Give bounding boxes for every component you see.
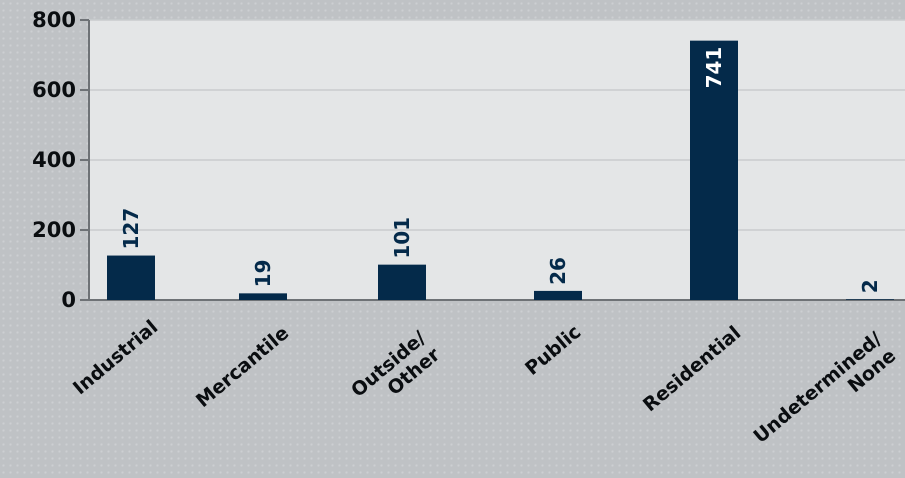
x-tick-label: Outside/Other <box>347 327 445 419</box>
y-tick-label: 0 <box>61 288 76 312</box>
data-labels: 127 19 101 26 741 2 <box>119 47 882 294</box>
bars <box>107 40 894 301</box>
x-tick-label: Undetermined/None <box>749 328 900 465</box>
x-tick-label-line: Mercantile <box>192 322 293 412</box>
y-tick-label: 800 <box>32 8 76 32</box>
data-label: 101 <box>390 217 414 259</box>
data-label: 26 <box>546 257 570 285</box>
x-tick-label: Industrial <box>69 316 162 399</box>
x-tick-label: Mercantile <box>192 322 293 412</box>
y-tick-label: 200 <box>32 218 76 242</box>
y-tick-label: 400 <box>32 148 76 172</box>
x-tick-label-line: Industrial <box>69 316 162 399</box>
bar <box>846 299 894 300</box>
bar <box>107 255 155 300</box>
bar <box>690 40 738 301</box>
x-tick-label: Residential <box>639 322 745 416</box>
bar <box>239 293 287 300</box>
y-axis-ticks: 0 200 400 600 800 <box>32 8 89 312</box>
x-tick-label-line: Public <box>521 321 585 380</box>
gridlines <box>89 19 905 231</box>
y-tick-label: 600 <box>32 78 76 102</box>
x-tick-label-line: Residential <box>639 322 745 416</box>
data-label: 127 <box>119 208 143 250</box>
data-label: 2 <box>858 279 882 293</box>
bar <box>534 290 582 300</box>
bar <box>378 264 426 300</box>
data-label: 741 <box>702 47 726 89</box>
data-label: 19 <box>251 260 275 288</box>
x-axis-labels: Industrial Mercantile Outside/Other Public R… <box>69 316 900 465</box>
x-tick-label: Public <box>521 321 585 380</box>
